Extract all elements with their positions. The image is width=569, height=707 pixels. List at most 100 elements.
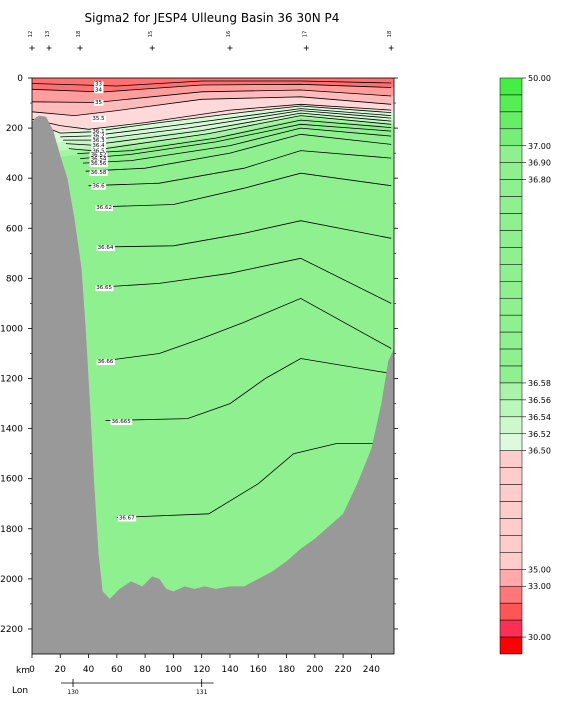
y-tick-label: 1400 bbox=[0, 425, 23, 435]
station-markers: 12 13 18 15 16 17 18 bbox=[28, 31, 394, 51]
contour-label: 36.66 bbox=[98, 359, 114, 365]
colorbar-label: 35.00 bbox=[528, 565, 551, 574]
contour-label: 36.52 bbox=[91, 152, 107, 158]
x-tick-label: 160 bbox=[250, 665, 267, 675]
contour-line-s33 bbox=[32, 80, 392, 87]
colorbar: 50.00 37.00 36.90 36.80 36.58 36.56 36.54 36.52… bbox=[499, 74, 551, 655]
colorbar-swatch bbox=[499, 467, 523, 485]
y-tick-label: 2000 bbox=[0, 575, 23, 585]
contour-line-s362 bbox=[60, 108, 392, 138]
lon-tick-label: 131 bbox=[196, 689, 208, 696]
contour-label-bg bbox=[110, 419, 133, 426]
contour-label-bg bbox=[93, 99, 104, 106]
contour-label: 36.58 bbox=[91, 170, 107, 176]
colorbar-label: 36.80 bbox=[528, 176, 551, 185]
colorbar-label: 36.50 bbox=[528, 447, 551, 456]
contour-label-bg bbox=[91, 129, 106, 136]
colorbar-swatch bbox=[499, 518, 523, 536]
x-tick-label: 220 bbox=[335, 665, 352, 675]
colorbar-swatch bbox=[499, 128, 523, 147]
x-tick-label: 80 bbox=[139, 665, 151, 675]
contour-label-bg bbox=[89, 169, 108, 176]
contour-line-s3667 bbox=[116, 443, 392, 518]
colorbar-label: 50.00 bbox=[528, 74, 551, 83]
y-tick-label: 1000 bbox=[0, 324, 23, 334]
colorbar-label: 30.00 bbox=[528, 633, 551, 642]
contour-label-bg bbox=[93, 87, 104, 94]
colorbar-swatch bbox=[499, 399, 523, 418]
x-tick-label: 60 bbox=[111, 665, 123, 675]
contour-line-s363 bbox=[63, 110, 392, 141]
x-tick-label: 100 bbox=[165, 665, 182, 675]
contour-label-bg bbox=[89, 161, 108, 168]
contour-label: 36.5 bbox=[92, 149, 105, 155]
contour-label: 36.4 bbox=[92, 143, 105, 149]
lon-tick-label: 130 bbox=[67, 689, 79, 696]
colorbar-swatch bbox=[499, 348, 523, 367]
contour-label-bg bbox=[95, 204, 113, 211]
x-tick-label: 0 bbox=[29, 665, 35, 675]
x-tick-label: 20 bbox=[55, 665, 67, 675]
contour-label: 36.1 bbox=[92, 129, 104, 135]
station-label: 18 bbox=[76, 31, 82, 37]
contour-line-s34 bbox=[32, 83, 392, 93]
x-tick-label: 40 bbox=[83, 665, 95, 675]
chart-title: Sigma2 for JESP4 Ulleung Basin 36 30N P4 bbox=[85, 11, 340, 25]
x-tick-label: 120 bbox=[193, 665, 210, 675]
colorbar-swatch bbox=[499, 145, 523, 163]
contour-label: 36.65 bbox=[96, 285, 112, 291]
plot-frame bbox=[31, 77, 395, 655]
station-label: 17 bbox=[302, 31, 308, 37]
colorbar-swatch bbox=[499, 585, 523, 604]
y-tick-label: 400 bbox=[6, 174, 23, 184]
contour-label-bg bbox=[91, 138, 107, 145]
contour-label: 34 bbox=[95, 87, 102, 93]
contour-label-bg bbox=[89, 152, 108, 159]
contour-line-s3654 bbox=[80, 123, 392, 159]
colorbar-swatch bbox=[499, 501, 523, 519]
station-marker bbox=[46, 45, 52, 51]
y-tick-label: 800 bbox=[6, 274, 23, 284]
colorbar-label: 33.00 bbox=[528, 582, 551, 591]
lon-axis-label: Lon bbox=[12, 686, 28, 696]
colorbar-swatch bbox=[499, 382, 523, 401]
y-tick-label: 1800 bbox=[0, 525, 23, 535]
contour-label: 36.56 bbox=[91, 161, 107, 167]
station-label: 16 bbox=[226, 31, 232, 37]
contour-line-s36665 bbox=[105, 358, 392, 421]
colorbar-swatch bbox=[499, 179, 523, 197]
colorbar-swatch bbox=[499, 297, 523, 316]
station-label: 18 bbox=[387, 31, 393, 37]
station-marker bbox=[29, 45, 35, 51]
layer-surface bbox=[32, 78, 394, 92]
y-tick-label: 0 bbox=[17, 74, 23, 84]
contour-label: 36.2 bbox=[92, 134, 104, 140]
contour-label-bg bbox=[93, 81, 104, 88]
contour-line-s36a bbox=[32, 103, 392, 130]
colorbar-label: 36.52 bbox=[528, 430, 551, 439]
contour-label: 36.64 bbox=[98, 245, 114, 251]
contour-label-bg bbox=[96, 245, 115, 252]
contour-line-s3662 bbox=[95, 172, 392, 208]
station-marker bbox=[149, 45, 155, 51]
contour-line-s366 bbox=[88, 150, 392, 187]
contour-label: 36.6 bbox=[92, 184, 105, 190]
contour-label-bg bbox=[96, 358, 115, 365]
colorbar-swatch bbox=[499, 331, 523, 350]
contour-label: 36.3 bbox=[92, 138, 105, 144]
colorbar-swatch bbox=[499, 111, 523, 130]
colorbar-swatch bbox=[499, 416, 523, 435]
station-marker bbox=[77, 45, 83, 51]
contour-line-s355 bbox=[32, 96, 392, 117]
colorbar-swatch bbox=[499, 230, 523, 248]
contour-label-bg bbox=[117, 515, 137, 522]
y-tick-label: 2200 bbox=[0, 625, 23, 635]
contour-label-bg bbox=[91, 148, 107, 155]
station-label: 12 bbox=[28, 31, 34, 37]
x-tick-label: 200 bbox=[306, 665, 323, 675]
colorbar-swatch bbox=[499, 535, 523, 553]
contour-label-bg bbox=[91, 116, 107, 123]
contour-label: 35 bbox=[95, 100, 102, 106]
x-axis-label: km bbox=[16, 666, 30, 676]
